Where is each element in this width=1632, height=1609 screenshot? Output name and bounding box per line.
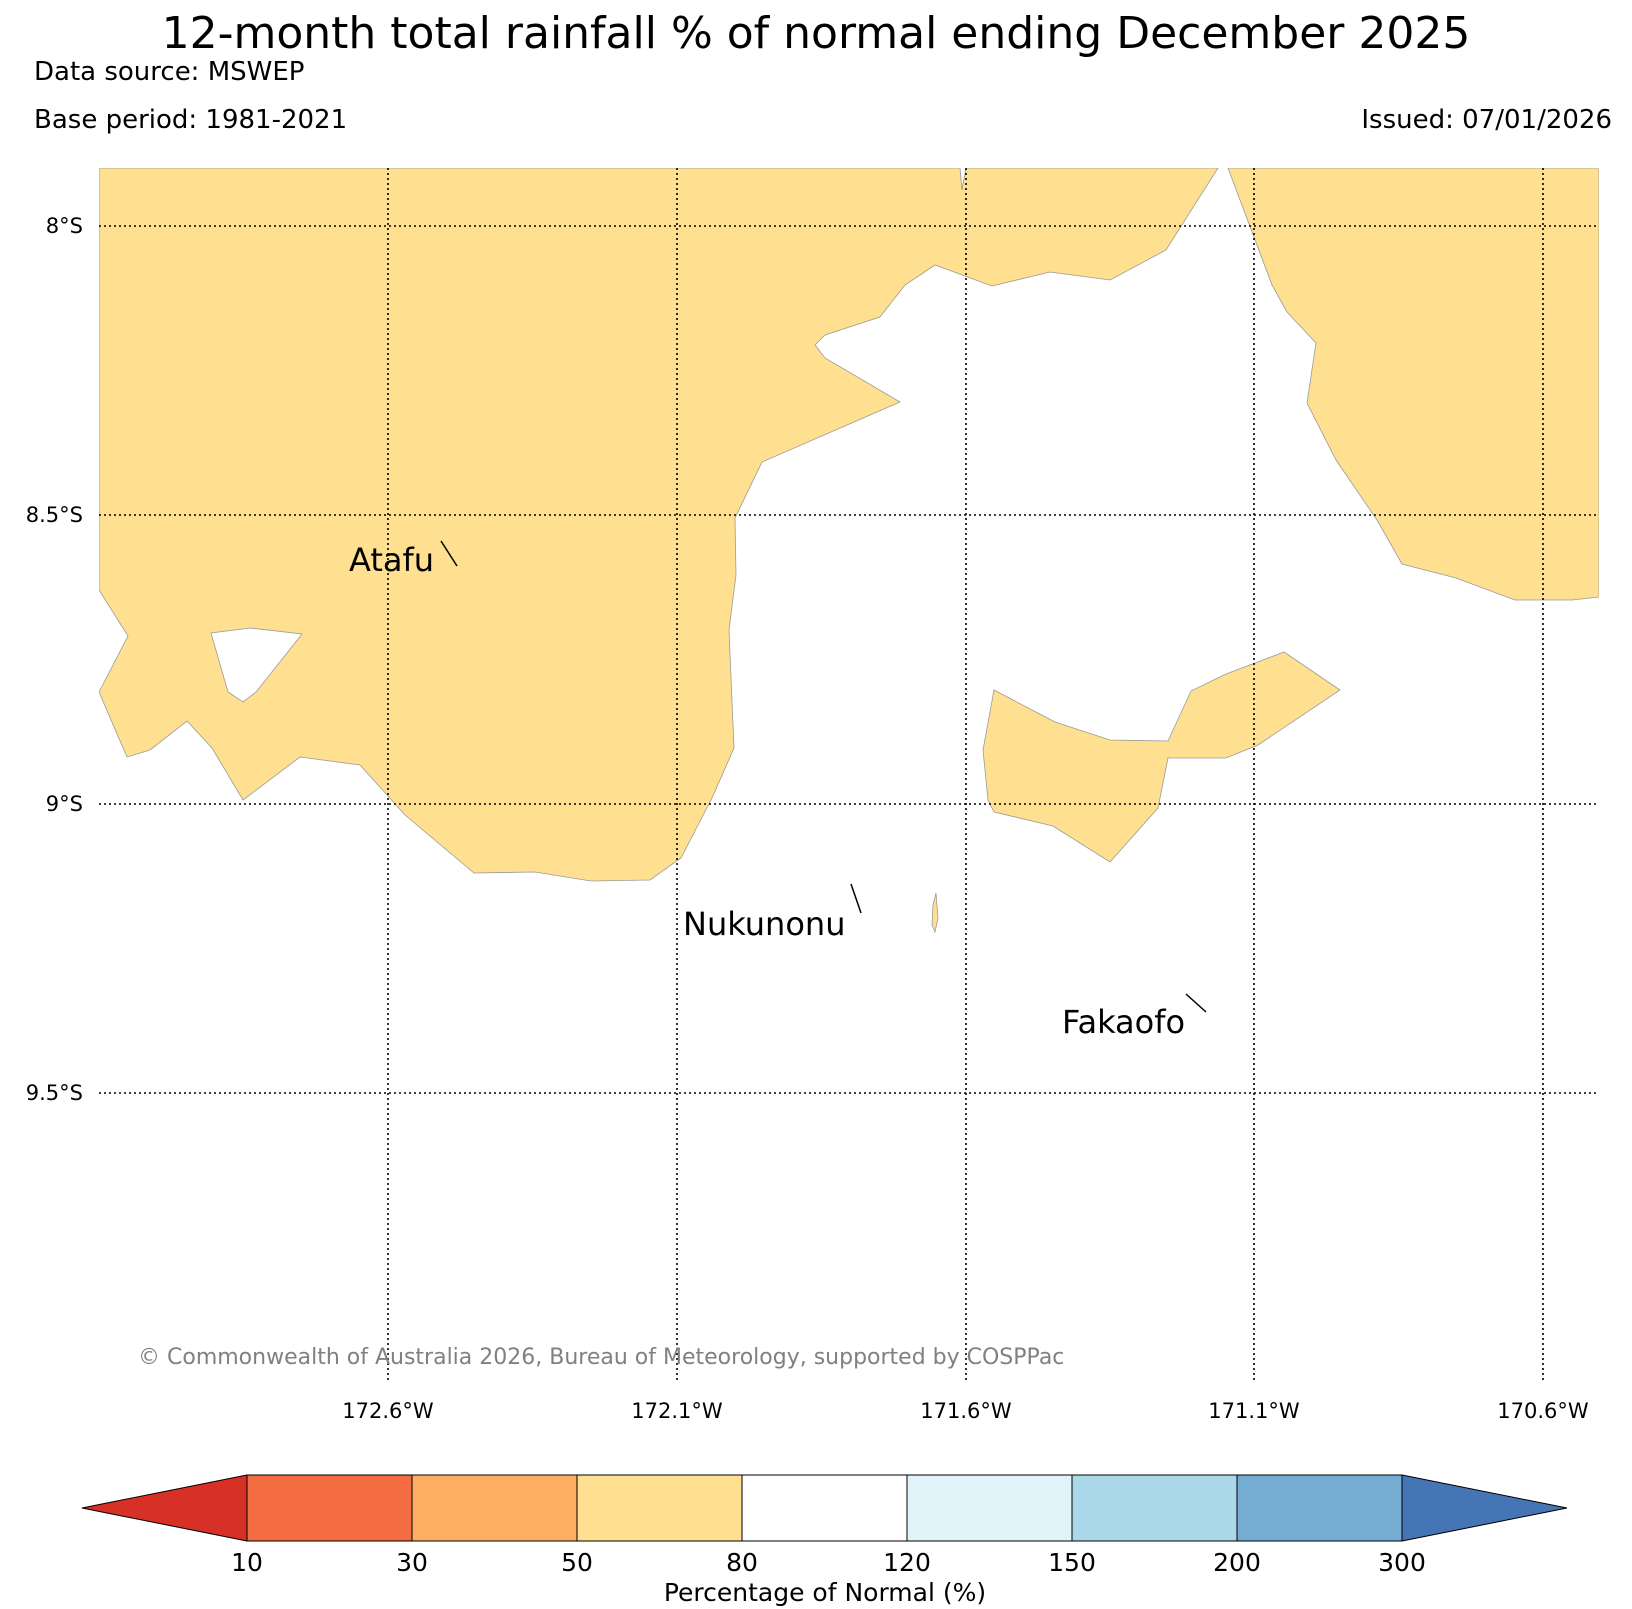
copyright-notice: © Commonwealth of Australia 2026, Bureau… [138,1345,1064,1370]
lon-label: 172.1°W [631,1399,723,1423]
base-period-text: Base period: 1981-2021 [34,105,347,135]
latitude-labels: 8°S 8.5°S 9°S 9.5°S [26,214,83,1105]
land-region-sliver [931,892,939,934]
figure-title: 12-month total rainfall % of normal endi… [162,8,1471,59]
data-source-text: Data source: MSWEP [34,57,304,87]
lat-label: 8.5°S [26,503,83,527]
gridlines [99,168,1599,1383]
colorbar-tick-label: 120 [883,1548,931,1577]
colorbar-extend-high [1401,1474,1568,1542]
lat-label: 8°S [46,214,83,238]
colorbar-tick-label: 300 [1378,1548,1426,1577]
land-region-northeast [1227,168,1599,601]
colorbar-tick-label: 150 [1048,1548,1096,1577]
lon-label: 171.1°W [1208,1399,1300,1423]
longitude-labels: 172.6°W 172.1°W 171.6°W 171.1°W 170.6°W [342,1399,1589,1423]
land-region-east-patch [982,651,1341,863]
colorbar-segment-10-30 [246,1474,413,1542]
colorbar: 10 30 50 80 120 150 200 300 Percentage o… [81,1474,1568,1607]
colorbar-segment-200-300 [1236,1474,1403,1542]
colorbar-tick-label: 10 [231,1548,263,1577]
colorbar-segment-50-80 [576,1474,743,1542]
colorbar-tick-label: 200 [1213,1548,1261,1577]
lat-label: 9°S [46,792,83,816]
atoll-label-atafu: Atafu [349,541,434,579]
lat-label: 9.5°S [26,1081,83,1105]
land-region-west [99,168,1219,882]
land-areas [99,168,1599,934]
atafu-leader-line [440,540,458,567]
issued-date-text: Issued: 07/01/2026 [1361,105,1612,135]
fakaofo-leader-line [1185,993,1207,1013]
atoll-labels: Atafu Nukunonu Fakaofo [349,540,1207,1041]
lon-label: 170.6°W [1497,1399,1589,1423]
colorbar-title: Percentage of Normal (%) [664,1578,986,1607]
lon-label: 171.6°W [920,1399,1012,1423]
colorbar-segment-150-200 [1071,1474,1238,1542]
colorbar-segment-120-150 [906,1474,1073,1542]
atoll-label-fakaofo: Fakaofo [1062,1003,1185,1041]
colorbar-segment-80-120 [741,1474,908,1542]
atoll-label-nukunonu: Nukunonu [683,905,845,943]
colorbar-segment-30-50 [411,1474,578,1542]
lon-label: 172.6°W [342,1399,434,1423]
map-panel: 8°S 8.5°S 9°S 9.5°S 172.6°W 172.1°W 171.… [26,168,1599,1423]
colorbar-tick-label: 80 [726,1548,758,1577]
colorbar-tick-label: 50 [561,1548,593,1577]
colorbar-extend-low [81,1474,248,1542]
nukunonu-leader-line [850,883,862,914]
colorbar-tick-label: 30 [396,1548,428,1577]
